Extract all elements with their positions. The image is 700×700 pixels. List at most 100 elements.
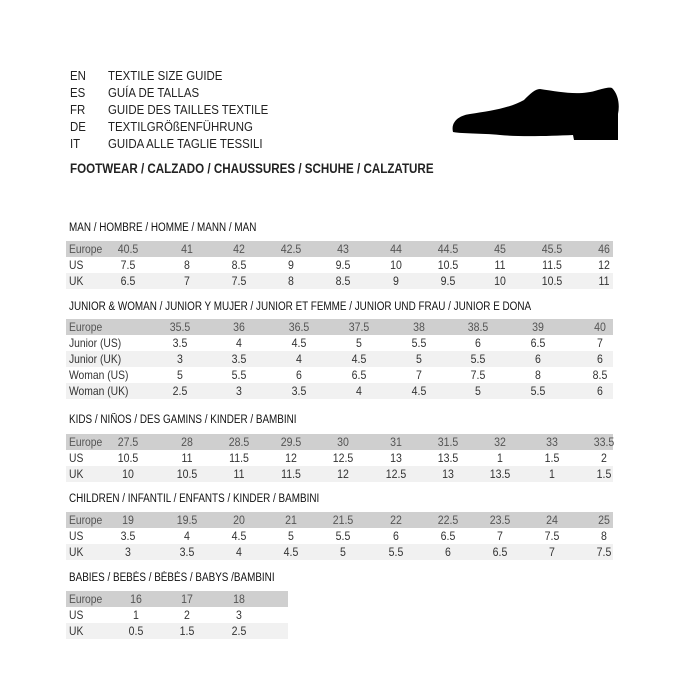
size-cell: 3.5 <box>120 529 136 543</box>
lang-code: EN <box>70 68 86 83</box>
size-cell: 7.5 <box>231 274 247 288</box>
row-label: Woman (UK) <box>69 384 129 398</box>
size-cell: 4.5 <box>231 529 247 543</box>
size-cell: 5.5 <box>530 384 546 398</box>
size-cell: 6 <box>296 368 302 382</box>
size-cell: 45 <box>494 242 506 256</box>
table-row: US 10.5 11 11.5 12 12.5 13 13.5 1 1.5 2 <box>66 450 613 466</box>
size-cell: 2 <box>601 451 607 465</box>
size-cell: 44 <box>390 242 402 256</box>
size-cell: 6 <box>597 384 603 398</box>
size-cell: 6 <box>535 352 541 366</box>
guide-title: TEXTILGRÖßENFÜHRUNG <box>108 119 253 134</box>
size-cell: 5.5 <box>411 336 427 350</box>
size-cell: 33 <box>546 435 558 449</box>
size-cell: 12 <box>285 451 297 465</box>
size-cell: 6.5 <box>530 336 546 350</box>
table-header-row: Europe 16 17 18 <box>66 591 288 607</box>
table-row: Woman (US) 5 5.5 6 6.5 7 7.5 8 8.5 <box>66 367 613 383</box>
size-cell: 24 <box>546 513 558 527</box>
size-cell: 4.5 <box>351 352 367 366</box>
size-cell: 29.5 <box>280 435 302 449</box>
size-cell: 8.5 <box>592 368 608 382</box>
size-cell: 28 <box>181 435 193 449</box>
row-label: US <box>69 258 84 272</box>
table-header-row: Europe 19 19.5 20 21 21.5 22 22.5 23.5 24 25 <box>66 512 613 528</box>
size-cell: 10 <box>494 274 506 288</box>
lang-code: ES <box>70 85 86 100</box>
size-cell: 5 <box>340 545 346 559</box>
size-cell: 11.5 <box>281 467 301 481</box>
size-cell: 7.5 <box>470 368 486 382</box>
footwear-heading: FOOTWEAR / CALZADO / CHAUSSURES / SCHUHE… <box>70 161 434 176</box>
size-cell: 4.5 <box>283 545 299 559</box>
size-cell: 37.5 <box>348 320 370 334</box>
size-cell: 2 <box>184 608 190 622</box>
table-row: UK 3 3.5 4 4.5 5 5.5 6 6.5 7 7.5 <box>66 544 613 560</box>
size-cell: 6.5 <box>492 545 508 559</box>
children-section-title: CHILDREN / INFANTIL / ENFANTS / KINDER /… <box>69 493 320 505</box>
size-cell: 20 <box>233 513 245 527</box>
size-cell: 10.5 <box>117 451 139 465</box>
size-cell: 42 <box>233 242 245 256</box>
size-cell: 11.5 <box>542 258 562 272</box>
size-cell: 11 <box>181 451 193 465</box>
size-cell: 10.5 <box>176 467 198 481</box>
size-cell: 8 <box>184 258 190 272</box>
size-cell: 1.5 <box>179 624 195 638</box>
table-row: Woman (UK) 2.5 3 3.5 4 4.5 5 5.5 6 <box>66 383 613 399</box>
size-cell: 6 <box>597 352 603 366</box>
size-cell: 7.5 <box>596 545 612 559</box>
size-cell: 21 <box>285 513 297 527</box>
size-cell: 0.5 <box>128 624 144 638</box>
size-cell: 6 <box>475 336 481 350</box>
table-row: UK 6.5 7 7.5 8 8.5 9 9.5 10 10.5 11 <box>66 273 613 289</box>
size-cell: 7 <box>184 274 190 288</box>
junior-woman-section-title: JUNIOR & WOMAN / JUNIOR Y MUJER / JUNIOR… <box>69 301 532 313</box>
size-cell: 36.5 <box>288 320 310 334</box>
size-cell: 10 <box>122 467 134 481</box>
size-cell: 9.5 <box>440 274 456 288</box>
table-header-row: Europe 40.5 41 42 42.5 43 44 44.5 45 45.5 46 <box>66 241 613 257</box>
size-cell: 21.5 <box>332 513 354 527</box>
table-row: Junior (US) 3.5 4 4.5 5 5.5 6 6.5 7 <box>66 335 613 351</box>
size-cell: 42.5 <box>280 242 302 256</box>
lang-code: FR <box>70 102 86 117</box>
size-cell: 43 <box>337 242 349 256</box>
size-cell: 6 <box>393 529 399 543</box>
size-cell: 5.5 <box>335 529 351 543</box>
size-cell: 22.5 <box>437 513 459 527</box>
row-label: UK <box>69 624 84 638</box>
size-cell: 38 <box>413 320 425 334</box>
size-cell: 5.5 <box>388 545 404 559</box>
size-cell: 31.5 <box>437 435 459 449</box>
size-cell: 4.5 <box>411 384 427 398</box>
size-cell: 22 <box>390 513 402 527</box>
size-cell: 5 <box>356 336 362 350</box>
size-cell: 1.5 <box>596 467 612 481</box>
table-row: US 1 2 3 <box>66 607 288 623</box>
size-cell: 8.5 <box>335 274 351 288</box>
size-cell: 1.5 <box>544 451 560 465</box>
size-cell: 7 <box>549 545 555 559</box>
size-cell: 4 <box>236 545 242 559</box>
row-label: UK <box>69 274 84 288</box>
row-label: Europe <box>69 435 103 449</box>
size-cell: 5.5 <box>470 352 486 366</box>
guide-title: GUÍA DE TALLAS <box>108 85 200 100</box>
size-cell: 33.5 <box>593 435 615 449</box>
man-size-table: Europe 40.5 41 42 42.5 43 44 44.5 45 45.5 46 US 7.5 8… <box>66 241 613 289</box>
size-cell: 7 <box>497 529 503 543</box>
size-cell: 5 <box>177 368 183 382</box>
size-cell: 44.5 <box>437 242 459 256</box>
row-label: US <box>69 451 84 465</box>
size-cell: 10.5 <box>541 274 563 288</box>
table-header-row: Europe 27.5 28 28.5 29.5 30 31 31.5 32 33 33.5 <box>66 434 615 450</box>
size-cell: 3 <box>236 384 242 398</box>
size-cell: 4 <box>184 529 190 543</box>
table-row: US 7.5 8 8.5 9 9.5 10 10.5 11 11.5 12 <box>66 257 613 273</box>
size-cell: 36 <box>233 320 245 334</box>
size-cell: 12 <box>598 258 610 272</box>
size-cell: 45.5 <box>541 242 563 256</box>
size-cell: 3.5 <box>291 384 307 398</box>
